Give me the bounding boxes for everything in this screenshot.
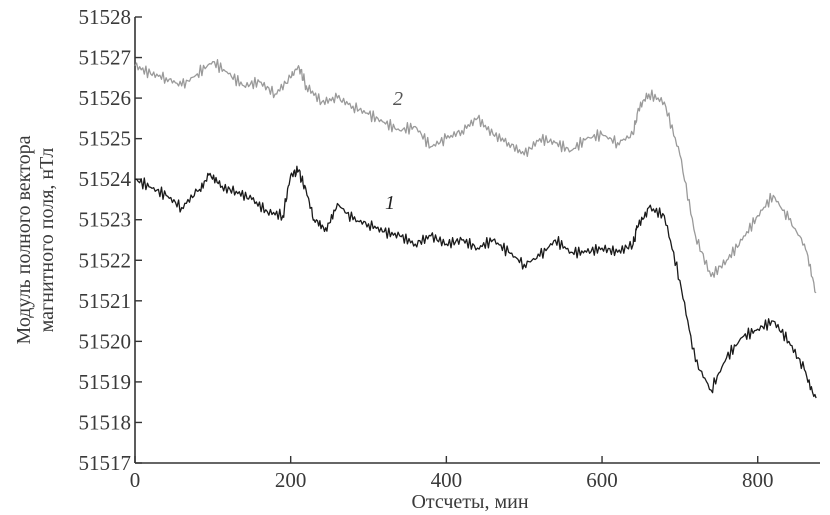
x-tick-label: 600 xyxy=(586,468,618,492)
axes xyxy=(134,16,820,464)
series-label-2: 2 xyxy=(393,88,403,110)
x-tick-label: 200 xyxy=(275,468,307,492)
y-tick-label: 51526 xyxy=(79,86,132,110)
y-tick-label: 51519 xyxy=(79,370,132,394)
y-axis-title-line: Модуль полного вектора xyxy=(13,135,35,344)
y-tick-label: 51525 xyxy=(79,127,132,151)
series-line-2 xyxy=(134,59,817,294)
y-tick-label: 51528 xyxy=(79,5,132,29)
y-tick-label: 51521 xyxy=(79,289,132,313)
series-line-1 xyxy=(134,165,817,399)
labels: 51517 51518 51519 51520 51521 51522 51523 51524… xyxy=(13,5,773,513)
y-tick-label: 51523 xyxy=(79,208,132,232)
y-tick-label: 51518 xyxy=(79,410,132,434)
x-tick-label: 400 xyxy=(431,468,463,492)
y-axis-title: Модуль полного вектора магнитного поля, н… xyxy=(13,135,58,344)
series-label-1: 1 xyxy=(385,192,395,214)
x-tick-label: 800 xyxy=(742,468,774,492)
x-tick-label: 0 xyxy=(130,468,141,492)
y-tick-label: 51522 xyxy=(79,248,132,272)
x-axis-title: Отсчеты, мин xyxy=(411,491,528,513)
y-tick-label: 51527 xyxy=(79,46,132,70)
y-tick-label: 51524 xyxy=(79,167,132,191)
series-layer xyxy=(134,59,817,399)
y-tick-label: 51517 xyxy=(79,451,132,475)
y-tick-label: 51520 xyxy=(79,329,132,353)
y-axis-title-line: магнитного поля, нТл xyxy=(36,148,58,333)
